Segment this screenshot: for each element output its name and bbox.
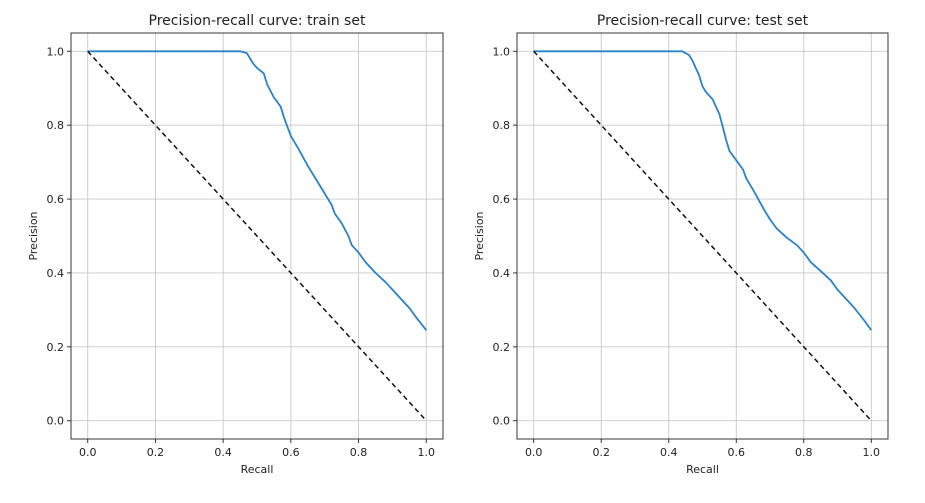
precision-recall-line [87,50,428,331]
y-tick-label: 0.0 [493,415,511,428]
x-tick-label: 0.2 [147,446,165,459]
chart-panel-test: 0.0 0.2 0.4 0.6 0.8 1.0 0.0 0.2 0.4 0.6 0.8 1.0 Prec… [473,13,889,476]
y-tick-label: 0.2 [493,341,511,354]
x-tick-label: 0.8 [795,446,813,459]
plot-frame [70,32,444,440]
y-tick-label: 0.8 [493,119,511,132]
chart-title: Precision-recall curve: train set [149,13,366,29]
y-tick-label: 0.6 [493,193,511,206]
baseline-dashed-line [533,50,872,422]
x-tick-label: 0.4 [214,446,232,459]
chart-title: Precision-recall curve: test set [597,13,809,29]
plot-frame [516,32,889,440]
x-tick-label: 1.0 [418,446,436,459]
y-tick-label: 1.0 [493,45,511,58]
x-tick-label: 0.0 [79,446,97,459]
y-tick-label: 0.4 [493,267,511,280]
x-tick-label: 1.0 [863,446,881,459]
x-axis-label: Recall [241,463,274,476]
chart-panel-train: 0.0 0.2 0.4 0.6 0.8 1.0 0.0 0.2 0.4 0.6 0.8 1.0 Prec… [27,13,444,476]
y-axis-label: Precision [27,211,40,260]
x-tick-label: 0.6 [728,446,746,459]
baseline-dashed-line [87,50,427,422]
y-tick-label: 0.4 [47,267,65,280]
x-tick-label: 0.8 [350,446,368,459]
x-tick-label: 0.6 [282,446,300,459]
y-tick-label: 0.8 [47,119,65,132]
x-axis-label: Recall [686,463,719,476]
precision-recall-line [533,50,873,331]
x-tick-label: 0.0 [525,446,543,459]
y-tick-label: 0.6 [47,193,65,206]
y-tick-label: 1.0 [47,45,65,58]
y-axis-label: Precision [473,211,486,260]
y-tick-label: 0.2 [47,341,65,354]
y-tick-label: 0.0 [47,415,65,428]
x-tick-label: 0.2 [592,446,610,459]
x-tick-label: 0.4 [660,446,678,459]
